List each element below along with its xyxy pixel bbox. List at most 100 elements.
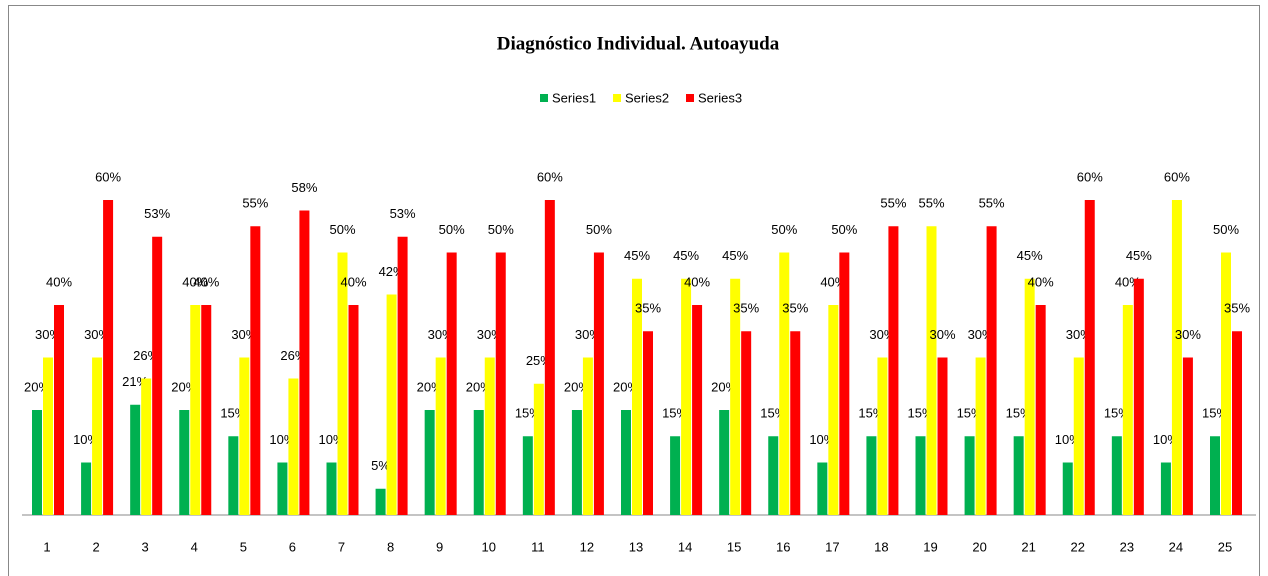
bar	[582, 357, 593, 515]
bar	[1111, 436, 1122, 515]
data-label: 50%	[1213, 222, 1239, 237]
bar	[495, 252, 506, 515]
bar	[866, 436, 877, 515]
legend-label: Series1	[552, 90, 596, 105]
bar	[877, 357, 888, 515]
data-label: 30%	[929, 327, 955, 342]
bar	[201, 305, 212, 515]
bar	[228, 436, 239, 515]
data-label: 55%	[918, 196, 944, 211]
bar	[571, 410, 582, 515]
bar	[348, 305, 359, 515]
x-tick-label: 4	[191, 539, 198, 554]
bar	[1024, 278, 1035, 515]
data-label: 55%	[979, 196, 1005, 211]
bar	[828, 305, 839, 515]
bar	[790, 331, 801, 515]
bar	[741, 331, 752, 515]
data-label: 60%	[95, 169, 121, 184]
x-tick-label: 6	[289, 539, 296, 554]
data-label: 50%	[771, 222, 797, 237]
bar	[888, 226, 899, 515]
data-label: 45%	[673, 248, 699, 263]
bar	[768, 436, 779, 515]
x-tick-label: 13	[629, 539, 643, 554]
bar	[1062, 462, 1073, 515]
bar	[299, 210, 310, 515]
bar	[670, 436, 681, 515]
data-label: 30%	[1175, 327, 1201, 342]
x-tick-label: 11	[531, 539, 545, 554]
bar	[435, 357, 446, 515]
bar	[1084, 200, 1095, 515]
data-label: 35%	[782, 301, 808, 316]
x-tick-label: 3	[142, 539, 149, 554]
data-label: 60%	[1077, 169, 1103, 184]
data-label: 35%	[635, 301, 661, 316]
bar	[779, 252, 790, 515]
bar	[337, 252, 348, 515]
x-tick-label: 25	[1218, 539, 1232, 554]
bar	[533, 383, 544, 515]
x-tick-label: 5	[240, 539, 247, 554]
data-label: 40%	[46, 274, 72, 289]
x-tick-label: 21	[1021, 539, 1035, 554]
x-tick-label: 24	[1169, 539, 1183, 554]
bar	[719, 410, 730, 515]
x-tick-label: 15	[727, 539, 741, 554]
bar	[1122, 305, 1133, 515]
data-label: 35%	[733, 301, 759, 316]
bar	[681, 278, 692, 515]
bar	[730, 278, 741, 515]
data-label: 35%	[1224, 301, 1250, 316]
bar	[473, 410, 484, 515]
bar	[1013, 436, 1024, 515]
x-tick-label: 19	[923, 539, 937, 554]
bar	[54, 305, 64, 515]
bar	[915, 436, 926, 515]
bar	[446, 252, 457, 515]
bar	[326, 462, 337, 515]
bar	[386, 294, 397, 515]
data-label: 40%	[340, 274, 366, 289]
data-label: 50%	[488, 222, 514, 237]
bar	[975, 357, 986, 515]
bar	[544, 200, 555, 515]
data-label: 45%	[722, 248, 748, 263]
data-label: 55%	[242, 196, 268, 211]
data-label: 40%	[1028, 274, 1054, 289]
data-label: 55%	[880, 196, 906, 211]
data-label: 50%	[329, 222, 355, 237]
x-tick-label: 17	[825, 539, 839, 554]
x-tick-label: 9	[436, 539, 443, 554]
data-label: 50%	[439, 222, 465, 237]
bar	[277, 462, 288, 515]
bar	[179, 410, 190, 515]
x-tick-label: 23	[1120, 539, 1134, 554]
bar	[1210, 436, 1220, 515]
bar	[839, 252, 850, 515]
bar	[190, 305, 201, 515]
data-label: 45%	[1126, 248, 1152, 263]
bar	[1133, 278, 1144, 515]
data-label: 58%	[291, 180, 317, 195]
bar	[152, 236, 163, 515]
x-tick-label: 2	[92, 539, 99, 554]
bar	[92, 357, 103, 515]
bar	[643, 331, 653, 515]
bar	[692, 305, 703, 515]
bar	[130, 404, 141, 515]
bar	[621, 410, 631, 515]
data-label: 45%	[624, 248, 650, 263]
x-tick-label: 18	[874, 539, 888, 554]
bar	[1221, 252, 1231, 515]
x-tick-label: 14	[678, 539, 692, 554]
bar	[250, 226, 261, 515]
data-label: 5%	[371, 458, 390, 473]
x-tick-label: 1	[43, 539, 50, 554]
x-tick-label: 10	[482, 539, 496, 554]
bar	[937, 357, 948, 515]
legend-swatch	[540, 94, 548, 102]
data-label: 53%	[390, 206, 416, 221]
